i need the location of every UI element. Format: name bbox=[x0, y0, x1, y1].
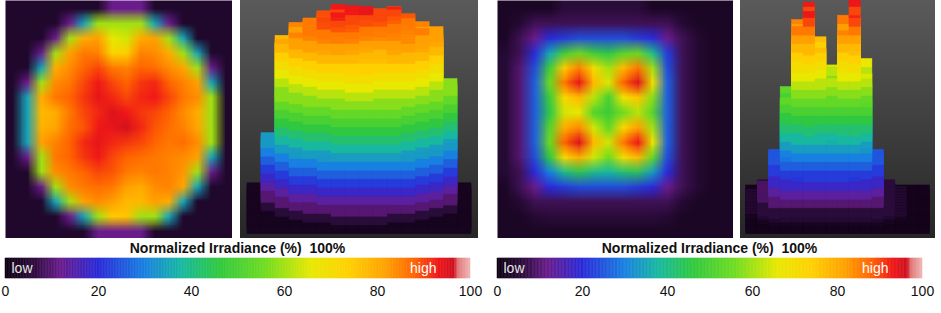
svg-text:20: 20 bbox=[575, 283, 591, 299]
svg-text:100: 100 bbox=[459, 283, 483, 299]
svg-text:high: high bbox=[410, 260, 436, 276]
svg-text:80: 80 bbox=[830, 283, 846, 299]
html-text:Normalized Irradiance (%) 100%: Normalized Irradiance (%) 100% bbox=[129, 240, 346, 256]
svg-text:100: 100 bbox=[911, 283, 935, 299]
svg-text:0: 0 bbox=[494, 283, 502, 299]
svg-text:60: 60 bbox=[277, 283, 293, 299]
svg-text:low: low bbox=[504, 260, 526, 276]
svg-text:40: 40 bbox=[184, 283, 200, 299]
svg-text:high: high bbox=[862, 260, 888, 276]
html-text:Normalized Irradiance (%) 100%: Normalized Irradiance (%) 100% bbox=[601, 240, 818, 256]
svg-text:0: 0 bbox=[2, 283, 10, 299]
svg-text:low: low bbox=[12, 260, 34, 276]
svg-text:60: 60 bbox=[745, 283, 761, 299]
svg-text:80: 80 bbox=[370, 283, 386, 299]
svg-text:40: 40 bbox=[660, 283, 676, 299]
svg-text:20: 20 bbox=[91, 283, 107, 299]
